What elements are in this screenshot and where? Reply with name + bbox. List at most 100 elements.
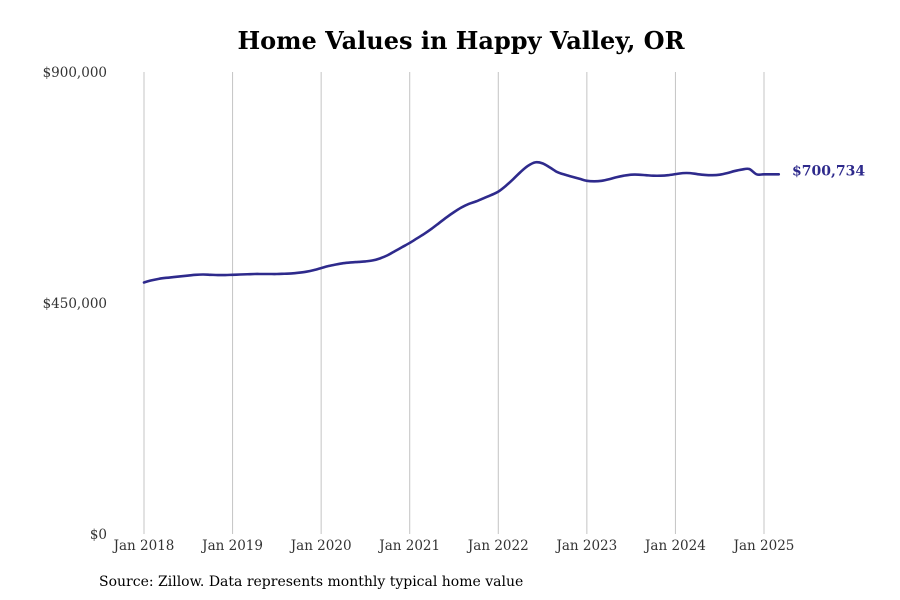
data-point xyxy=(637,173,640,176)
data-point xyxy=(357,261,360,264)
x-tick-label: Jan 2024 xyxy=(643,538,706,554)
y-tick-label: $900,000 xyxy=(43,65,107,81)
data-point xyxy=(202,273,205,276)
data-point xyxy=(143,281,146,284)
data-point xyxy=(246,273,249,276)
x-tick-label: Jan 2023 xyxy=(554,538,617,554)
x-tick-label: Jan 2020 xyxy=(289,538,352,554)
data-point xyxy=(194,273,197,276)
data-point xyxy=(157,278,160,281)
data-point xyxy=(652,174,655,177)
data-point xyxy=(726,172,729,175)
data-point xyxy=(172,276,175,279)
data-point xyxy=(674,173,677,176)
data-point xyxy=(239,273,242,276)
x-tick-label: Jan 2021 xyxy=(377,538,440,554)
data-point xyxy=(335,263,338,266)
data-point xyxy=(519,171,522,174)
data-point xyxy=(615,176,618,179)
data-point xyxy=(180,275,183,278)
data-point xyxy=(268,273,271,276)
data-point xyxy=(394,250,397,253)
data-point xyxy=(327,265,330,268)
data-point xyxy=(453,211,456,214)
data-point xyxy=(763,173,766,176)
data-point xyxy=(416,237,419,240)
data-point xyxy=(305,270,308,273)
data-point xyxy=(504,185,507,188)
x-tick-label: Jan 2019 xyxy=(200,538,263,554)
x-tick-label: Jan 2018 xyxy=(112,538,175,554)
data-point xyxy=(704,174,707,177)
data-point xyxy=(401,246,404,249)
x-tick-label: Jan 2022 xyxy=(466,538,529,554)
data-point xyxy=(497,190,500,193)
data-point xyxy=(342,262,345,265)
data-point xyxy=(445,216,448,219)
data-point xyxy=(150,279,153,282)
data-point xyxy=(659,174,662,177)
data-point xyxy=(165,277,168,280)
x-tick-label: Jan 2025 xyxy=(732,538,795,554)
data-point xyxy=(586,180,589,183)
data-point xyxy=(556,171,559,174)
data-point xyxy=(549,166,552,169)
data-point xyxy=(667,174,670,177)
data-point xyxy=(755,173,758,176)
chart-title: Home Values in Happy Valley, OR xyxy=(237,26,685,55)
data-point xyxy=(379,257,382,260)
data-point xyxy=(608,178,611,181)
end-value-label: $700,734 xyxy=(792,163,865,179)
y-axis: $0 $450,000 $900,000 xyxy=(43,65,107,543)
source-note: Source: Zillow. Data represents monthly … xyxy=(99,574,524,590)
data-point xyxy=(541,162,544,165)
data-point xyxy=(696,173,699,176)
data-point xyxy=(777,173,780,176)
data-point xyxy=(364,260,367,263)
data-point xyxy=(372,259,375,262)
data-point xyxy=(349,261,352,264)
data-point xyxy=(622,174,625,177)
data-point xyxy=(423,232,426,235)
data-point xyxy=(467,203,470,206)
data-point xyxy=(475,200,478,203)
data-point xyxy=(431,227,434,230)
data-point xyxy=(224,274,227,277)
data-point xyxy=(512,178,515,181)
data-point xyxy=(438,222,441,225)
data-point xyxy=(748,168,751,171)
data-point xyxy=(563,173,566,176)
grid-lines xyxy=(143,72,765,534)
data-point xyxy=(460,206,463,209)
data-point xyxy=(600,180,603,183)
data-point xyxy=(386,254,389,257)
y-tick-label: $450,000 xyxy=(43,296,107,312)
data-point xyxy=(578,177,581,180)
data-point xyxy=(490,194,493,197)
data-point xyxy=(689,172,692,175)
data-point xyxy=(320,267,323,270)
data-point xyxy=(298,271,301,274)
data-point xyxy=(733,170,736,173)
data-point xyxy=(571,175,574,178)
y-tick-label: $0 xyxy=(90,527,107,543)
data-point xyxy=(711,174,714,177)
data-point xyxy=(593,180,596,183)
data-point xyxy=(534,161,537,164)
data-point xyxy=(718,173,721,176)
data-point xyxy=(290,272,293,275)
data-point xyxy=(253,273,256,276)
x-axis: Jan 2018 Jan 2019 Jan 2020 Jan 2021 Jan 2022… xyxy=(112,538,795,554)
data-point xyxy=(527,165,530,168)
series-layer: $700,734 xyxy=(142,160,865,284)
data-point xyxy=(408,242,411,245)
data-point xyxy=(482,197,485,200)
data-point xyxy=(209,273,212,276)
data-point xyxy=(231,273,234,276)
data-point xyxy=(217,274,220,277)
data-point xyxy=(312,269,315,272)
data-point xyxy=(630,173,633,176)
data-point xyxy=(276,273,279,276)
